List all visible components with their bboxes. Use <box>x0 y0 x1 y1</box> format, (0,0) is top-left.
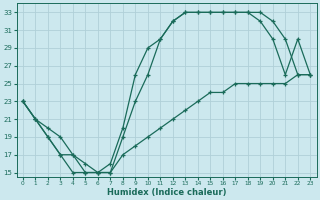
X-axis label: Humidex (Indice chaleur): Humidex (Indice chaleur) <box>107 188 226 197</box>
